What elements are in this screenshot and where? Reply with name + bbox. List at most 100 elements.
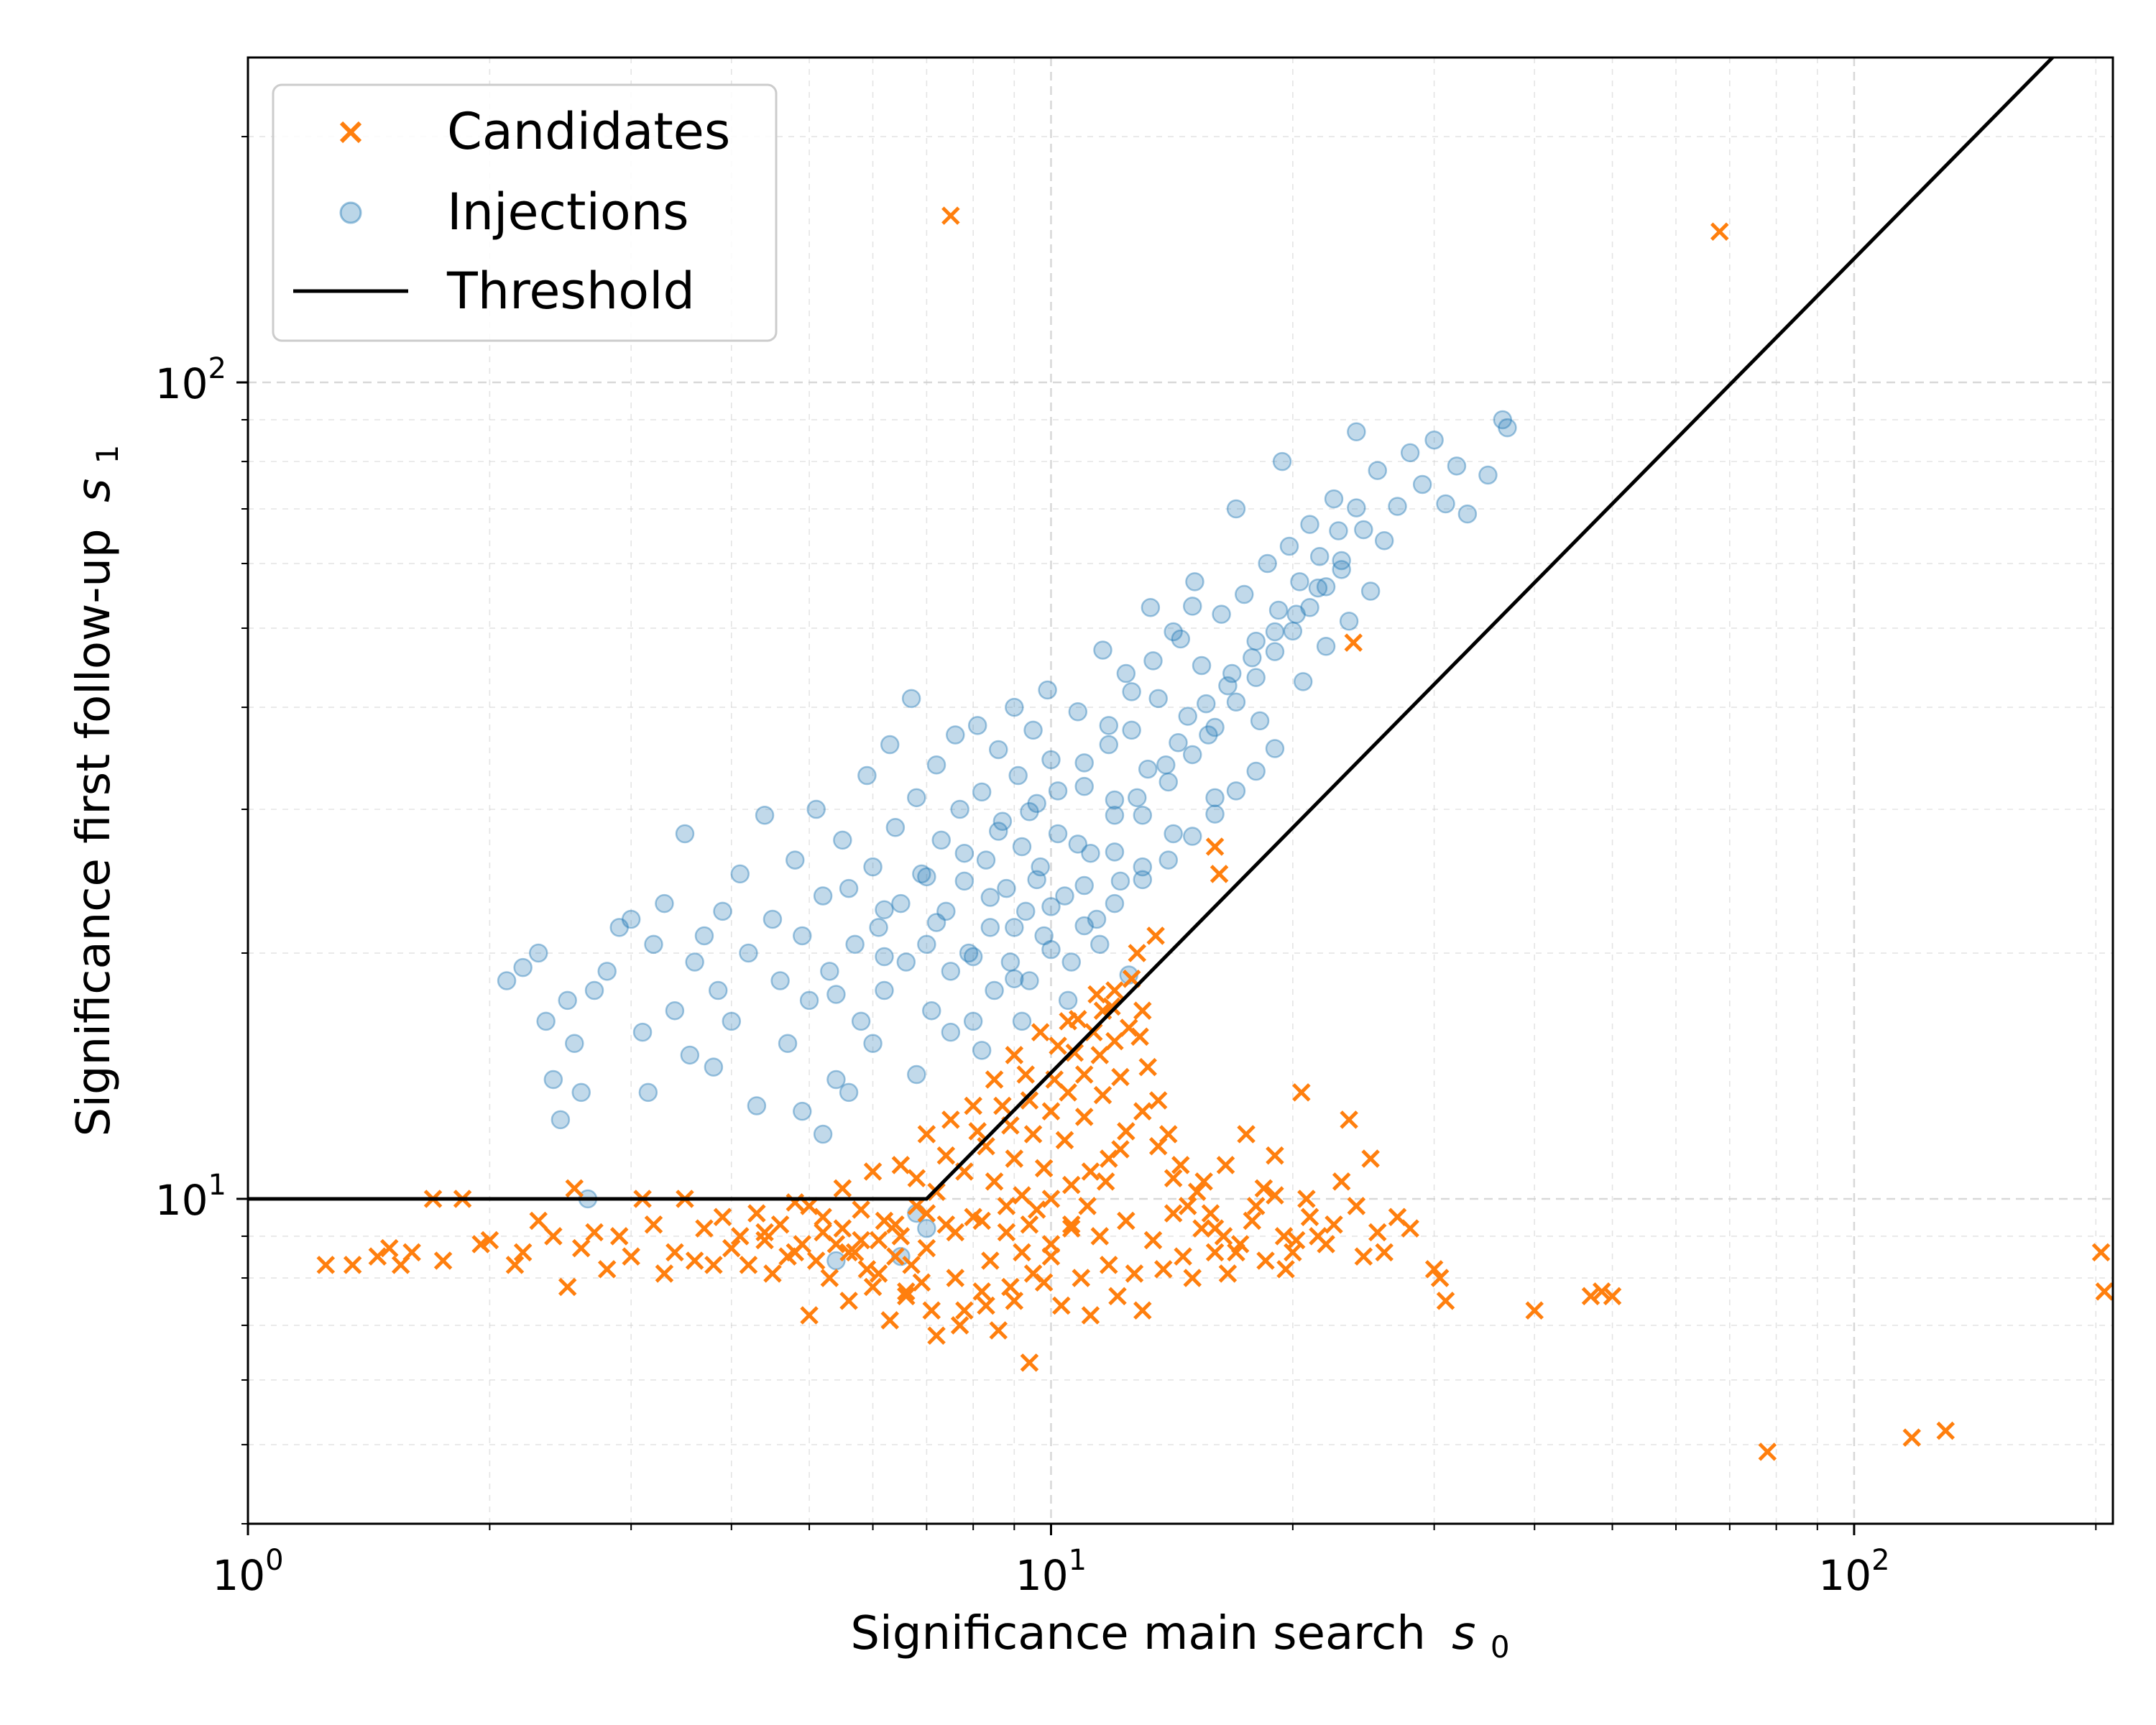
candidate-point	[1090, 1046, 1110, 1064]
injection-point	[1182, 827, 1202, 846]
injection-point	[1122, 682, 1141, 702]
candidate-point	[1187, 1182, 1207, 1201]
injection-point	[941, 962, 961, 981]
injection-point	[820, 962, 839, 981]
candidate-point	[665, 1243, 684, 1262]
candidate-point	[1214, 1227, 1233, 1246]
candidate-point	[1401, 1219, 1419, 1238]
injection-point	[967, 716, 987, 735]
candidate-point	[891, 1156, 911, 1174]
injection-point	[1074, 875, 1094, 896]
candidate-point	[997, 1197, 1016, 1215]
candidate-point	[997, 1223, 1016, 1242]
candidate-point	[1274, 1227, 1294, 1246]
candidate-point	[1286, 1230, 1306, 1250]
candidate-point	[968, 1122, 987, 1141]
injection-point	[730, 864, 750, 884]
candidate-point	[1087, 985, 1106, 1004]
candidate-point	[1027, 1200, 1046, 1219]
injection-point	[972, 782, 992, 802]
injection-point	[907, 788, 926, 808]
candidate-point	[1710, 222, 1729, 242]
candidate-point	[558, 1277, 577, 1297]
injection-point	[1148, 689, 1168, 709]
injection-point	[528, 943, 548, 963]
legend-entry-threshold: Threshold	[293, 262, 695, 321]
candidate-point	[1344, 633, 1363, 652]
injection-point	[1156, 755, 1176, 775]
candidate-point	[1001, 1277, 1020, 1297]
candidate-point	[2095, 1282, 2113, 1301]
injection-point	[954, 843, 975, 863]
threshold-layer	[248, 58, 2055, 1201]
injection-point	[1286, 604, 1306, 624]
legend: Candidates Injections Threshold	[272, 83, 778, 342]
candidate-point	[747, 1204, 766, 1223]
injection-point	[513, 957, 533, 978]
injection-point	[851, 1011, 871, 1031]
plot-frame	[247, 56, 2114, 1525]
candidate-point	[343, 1256, 362, 1274]
injection-point	[1265, 739, 1285, 758]
candidate-point	[907, 1169, 926, 1187]
y-axis-label-var: s	[68, 479, 121, 502]
injection-point	[1374, 530, 1394, 551]
candidate-point	[806, 1251, 826, 1270]
injection-point	[1012, 1011, 1032, 1031]
candidate-point	[722, 1238, 741, 1258]
candidate-point	[917, 1125, 936, 1144]
injection-point	[1074, 916, 1094, 936]
injection-point	[655, 893, 674, 914]
y-axis-label: Significance first follow-up s 1	[68, 445, 125, 1137]
injection-point	[976, 850, 996, 870]
injection-point	[1164, 824, 1183, 844]
candidate-point	[1052, 1296, 1071, 1315]
injection-point	[1005, 969, 1024, 989]
candidate-point	[839, 1292, 858, 1310]
candidate-point	[1059, 1083, 1077, 1102]
legend-candidates-label: Candidates	[447, 102, 730, 161]
injection-point	[980, 918, 1000, 937]
candidate-point	[1105, 1031, 1124, 1051]
candidate-point	[1061, 1175, 1081, 1195]
injection-point	[1110, 871, 1130, 891]
candidate-point	[1205, 1243, 1225, 1262]
injection-point	[1031, 857, 1050, 877]
injection-point	[621, 909, 641, 929]
candidate-point	[869, 1230, 888, 1250]
injection-point	[1424, 430, 1444, 450]
candidate-point	[770, 1215, 790, 1234]
candidate-point	[1049, 1036, 1067, 1055]
injection-point	[1250, 711, 1270, 731]
injection-point	[1041, 897, 1061, 916]
injection-point	[1143, 651, 1163, 671]
injection-point	[1138, 759, 1158, 779]
candidate-point	[1061, 1219, 1081, 1238]
candidate-point	[505, 1256, 525, 1274]
injection-point	[1283, 621, 1303, 641]
y-axis-label-text: Significance first follow-up	[68, 528, 121, 1136]
injection-point	[1300, 515, 1319, 534]
injection-point	[1354, 520, 1373, 540]
candidate-point	[972, 1211, 991, 1230]
candidate-point	[695, 1219, 714, 1238]
injection-point	[1048, 824, 1068, 844]
injection-point	[1360, 581, 1381, 601]
injection-point	[875, 980, 894, 1000]
injection-point	[963, 947, 983, 967]
injection-point	[1218, 676, 1238, 696]
injection-point	[926, 913, 946, 932]
candidate-point	[1005, 1292, 1024, 1310]
injection-point	[1008, 765, 1028, 786]
injection-point	[550, 1110, 571, 1130]
injection-point	[1027, 794, 1046, 814]
candidate-point	[852, 1200, 870, 1219]
injection-point	[950, 799, 969, 819]
injection-point	[869, 918, 888, 937]
candidate-point	[936, 1146, 956, 1165]
injection-point	[1182, 597, 1202, 616]
candidate-point	[1105, 981, 1124, 1000]
injection-point	[857, 765, 877, 786]
legend-injections-label: Injections	[447, 183, 689, 242]
